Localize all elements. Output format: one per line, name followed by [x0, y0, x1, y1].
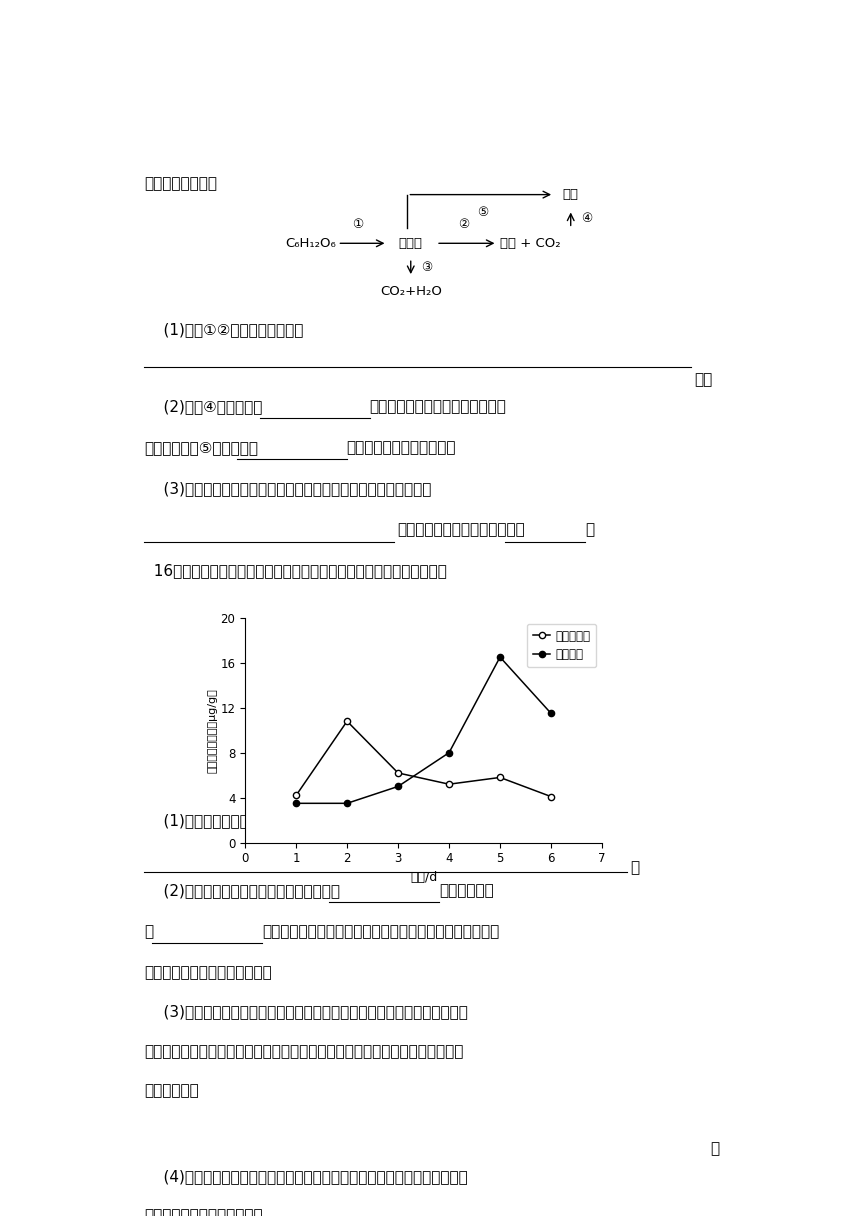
Legend: 乳酸菌发酵, 自然发酵: 乳酸菌发酵, 自然发酵 — [527, 624, 596, 668]
Text: (4)如图为两种发酵方式下的亚硝酸盐含量的对比。由图中曲线可判断，乳: (4)如图为两种发酵方式下的亚硝酸盐含量的对比。由图中曲线可判断，乳 — [144, 1170, 468, 1184]
Text: (1)过程①②均发生在酵母菌的: (1)过程①②均发生在酵母菌的 — [144, 322, 304, 337]
X-axis label: 时间/d: 时间/d — [410, 871, 437, 884]
Text: 。: 。 — [585, 523, 594, 537]
Text: 丙酮酸: 丙酮酸 — [399, 237, 423, 249]
乳酸菌发酵 — [546, 789, 556, 804]
乳酸菌发酵 — [393, 766, 403, 781]
Text: 制作相关的问题。: 制作相关的问题。 — [144, 176, 218, 191]
自然发酵 — [291, 796, 301, 811]
Text: ，否则容易造: ，否则容易造 — [439, 883, 494, 897]
Y-axis label: 亚硝酸盐含量／（μg/g）: 亚硝酸盐含量／（μg/g） — [207, 688, 218, 772]
Text: 中。: 中。 — [694, 372, 712, 388]
Text: 而导致亚硝酸盐增加，影响泡菜品质，所以泡菜制作过程中: 而导致亚硝酸盐增加，影响泡菜品质，所以泡菜制作过程中 — [261, 924, 499, 939]
Text: (1)泡菜发酵的原理是: (1)泡菜发酵的原理是 — [144, 814, 258, 828]
Text: 过程中，从外观上可以看到泡菜瓶中有间歇性的气泡冲出，坛盖有响声，其有气: 过程中，从外观上可以看到泡菜瓶中有间歇性的气泡冲出，坛盖有响声，其有气 — [144, 1043, 464, 1059]
Text: 需要定期测定亚硝酸盐的含量。: 需要定期测定亚硝酸盐的含量。 — [144, 966, 272, 980]
自然发酵 — [393, 779, 403, 794]
Text: ①: ① — [352, 218, 363, 231]
Text: 。制作果酒时，温度应该控制在: 。制作果酒时，温度应该控制在 — [397, 523, 525, 537]
Text: (2)过程④是醋酸菌在: (2)过程④是醋酸菌在 — [144, 399, 262, 413]
Text: 时，将酒精变成乙醛，再将乙醛变: 时，将酒精变成乙醛，再将乙醛变 — [370, 399, 507, 413]
Text: CO₂+H₂O: CO₂+H₂O — [380, 286, 442, 298]
Text: (2)泡菜制作中，需注意控制食盐用量以及: (2)泡菜制作中，需注意控制食盐用量以及 — [144, 883, 341, 897]
Text: (3)泡菜发酵过程中，乳酸菌的呼吸作用本来无气体产生，但是在实际腌制: (3)泡菜发酵过程中，乳酸菌的呼吸作用本来无气体产生，但是在实际腌制 — [144, 1004, 468, 1019]
Text: 16．泡菜是一种独特且具有悠久历史的发酵蔬菜制品，回答下列问题：: 16．泡菜是一种独特且具有悠久历史的发酵蔬菜制品，回答下列问题： — [144, 563, 447, 579]
乳酸菌发酵 — [291, 788, 301, 803]
Text: ④: ④ — [580, 213, 592, 225]
Text: 酒精 + CO₂: 酒精 + CO₂ — [501, 237, 561, 249]
Line: 自然发酵: 自然发酵 — [293, 654, 554, 806]
Text: 。: 。 — [710, 1142, 720, 1156]
Text: 时，将葡萄糖转变成醋酸。: 时，将葡萄糖转变成醋酸。 — [347, 440, 456, 455]
Text: ⑤: ⑤ — [476, 206, 488, 219]
自然发酵 — [444, 745, 454, 760]
乳酸菌发酵 — [342, 714, 353, 728]
Text: 。: 。 — [630, 861, 640, 876]
Text: (3)果酒的制作离不开酵母菌，家庭制作葡萄酒时，菌种主要来自: (3)果酒的制作离不开酵母菌，家庭制作葡萄酒时，菌种主要来自 — [144, 482, 432, 496]
乳酸菌发酵 — [444, 777, 454, 792]
Text: 泡原因可能是: 泡原因可能是 — [144, 1083, 199, 1098]
Text: 醋酸: 醋酸 — [562, 188, 579, 201]
Text: ③: ③ — [421, 261, 432, 274]
Line: 乳酸菌发酵: 乳酸菌发酵 — [293, 719, 554, 800]
自然发酵 — [546, 706, 556, 721]
自然发酵 — [342, 796, 353, 811]
Text: C₆H₁₂O₆: C₆H₁₂O₆ — [286, 237, 336, 249]
Text: 酸菌发酵较自然发酵的优点是: 酸菌发酵较自然发酵的优点是 — [144, 1209, 263, 1216]
Text: ②: ② — [458, 218, 470, 231]
Text: 成: 成 — [144, 924, 153, 939]
Text: 成醋酸；过程⑤是醋酸菌在: 成醋酸；过程⑤是醋酸菌在 — [144, 440, 258, 455]
乳酸菌发酵 — [494, 770, 505, 784]
自然发酵 — [494, 649, 505, 664]
